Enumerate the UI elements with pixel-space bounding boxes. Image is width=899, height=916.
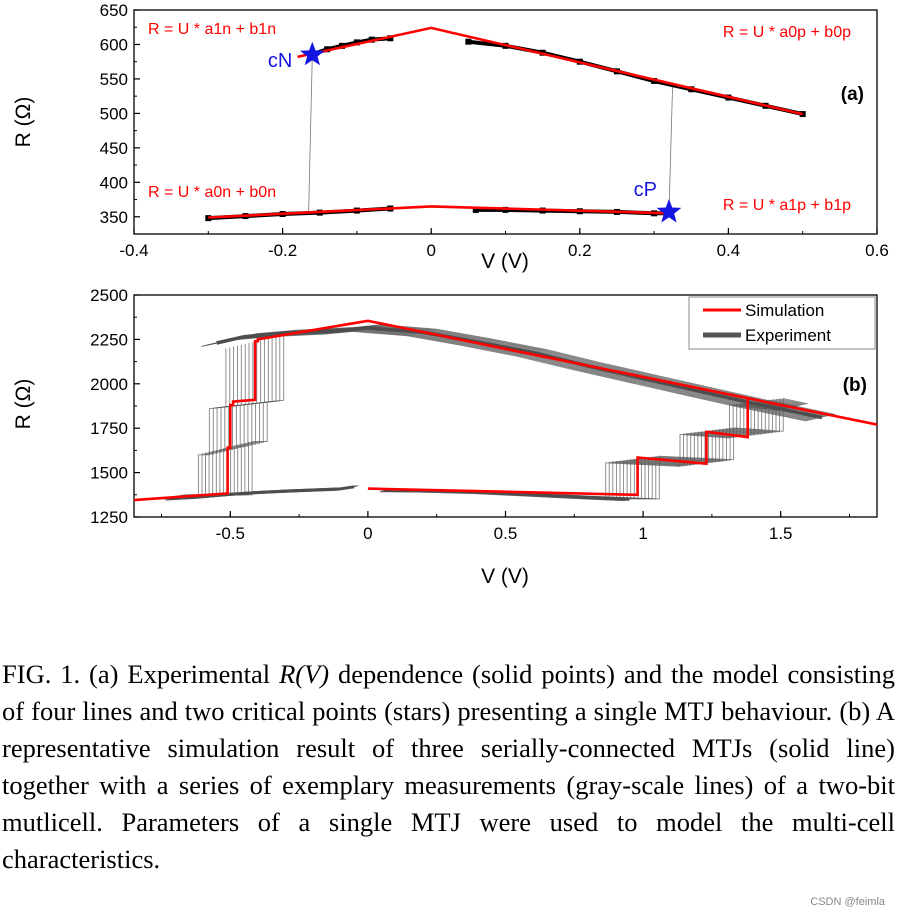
y-tick-label: 2500 xyxy=(90,286,128,305)
experiment-point xyxy=(472,206,479,213)
y-tick-label: 500 xyxy=(100,104,128,123)
experiment-trace xyxy=(564,403,785,500)
y-tick-label: 2000 xyxy=(90,375,128,394)
star-cp-icon xyxy=(656,198,682,223)
panel-b-plot xyxy=(134,319,877,502)
y-tick-label: 550 xyxy=(100,70,128,89)
experiment-trace xyxy=(229,324,836,415)
panel-b: 2500 2250 2000 1750 1500 1250 -0.5 0 0.5 1 1.5 V (V… xyxy=(12,286,878,588)
critical-point-label: cN xyxy=(268,50,292,72)
x-axis-label: V (V) xyxy=(481,565,529,588)
x-tick-label: -0.2 xyxy=(268,241,297,260)
experiment-point xyxy=(465,38,472,45)
y-tick-label: 350 xyxy=(100,208,128,227)
simulation-line xyxy=(367,398,750,497)
experiment-trace xyxy=(560,404,782,500)
legend-box xyxy=(688,296,876,350)
panel-label: (b) xyxy=(843,375,867,396)
experiment-point xyxy=(205,215,212,222)
switch-line xyxy=(668,82,674,214)
experiment-trace xyxy=(581,399,803,500)
y-axis-label: R (Ω) xyxy=(12,97,35,148)
figure-caption: FIG. 1. (a) Experimental R(V) dependence… xyxy=(2,656,895,878)
y-tick-label: 1750 xyxy=(90,419,128,438)
experiment-core xyxy=(169,485,355,501)
x-tick-label: -0.5 xyxy=(216,524,245,543)
experiment-point xyxy=(387,35,394,42)
experiment-trace xyxy=(566,402,787,500)
caption-rest: dependence (solid points) and the model … xyxy=(2,659,895,874)
experiment-trace xyxy=(570,401,791,500)
x-tick-label: 0.2 xyxy=(568,241,592,260)
figure: 650 600 550 500 450 400 350 -0.4 -0.2 0 0.2 0.4 0.6 V… xyxy=(12,1,889,588)
critical-point-label: cP xyxy=(634,179,657,201)
x-tick-label: 0 xyxy=(426,241,435,260)
y-axis-label: R (Ω) xyxy=(12,379,35,430)
y-tick-label: 650 xyxy=(100,1,128,20)
experiment-trace xyxy=(568,402,789,500)
x-tick-label: -0.4 xyxy=(119,241,148,260)
caption-prefix: FIG. 1. (a) Experimental xyxy=(2,659,280,689)
experiment-trace xyxy=(587,397,808,500)
legend-label: Simulation xyxy=(745,301,824,320)
x-tick-label: 0 xyxy=(363,524,372,543)
y-tick-label: 1500 xyxy=(90,464,128,483)
x-tick-label: 0.5 xyxy=(494,524,518,543)
x-tick-label: 1 xyxy=(638,524,647,543)
model-equation: R = U * a0n + b0n xyxy=(148,184,276,201)
model-line xyxy=(297,26,803,116)
y-tick-label: 400 xyxy=(100,173,128,192)
caption-rv: R(V) xyxy=(279,659,330,689)
watermark: CSDN @feimla xyxy=(810,896,885,908)
x-axis-label: V (V) xyxy=(481,250,529,273)
experiment-trace xyxy=(578,400,799,500)
y-tick-label: 2250 xyxy=(90,330,128,349)
star-cn-icon xyxy=(300,41,325,66)
y-tick-label: 450 xyxy=(100,139,128,158)
x-tick-label: 0.6 xyxy=(865,241,889,260)
panel-label: (a) xyxy=(841,84,864,105)
x-tick-label: 1.5 xyxy=(769,524,793,543)
switch-line xyxy=(308,54,313,212)
simulation-line xyxy=(134,319,877,502)
x-tick-label: 0.4 xyxy=(717,241,741,260)
y-tick-label: 600 xyxy=(100,35,128,54)
model-equation: R = U * a1n + b1n xyxy=(148,21,276,38)
model-equation: R = U * a1p + b1p xyxy=(723,197,851,214)
model-equation: R = U * a0p + b0p xyxy=(723,24,851,41)
experiment-trace xyxy=(572,401,793,500)
model-line xyxy=(208,205,670,219)
legend-label: Experiment xyxy=(745,326,831,345)
panel-a: 650 600 550 500 450 400 350 -0.4 -0.2 0 0.2 0.4 0.6 V… xyxy=(12,1,889,273)
experiment-trace xyxy=(558,404,780,500)
y-tick-label: 1250 xyxy=(90,508,128,527)
experiment-trace xyxy=(574,401,795,500)
experiment-trace xyxy=(562,403,783,500)
